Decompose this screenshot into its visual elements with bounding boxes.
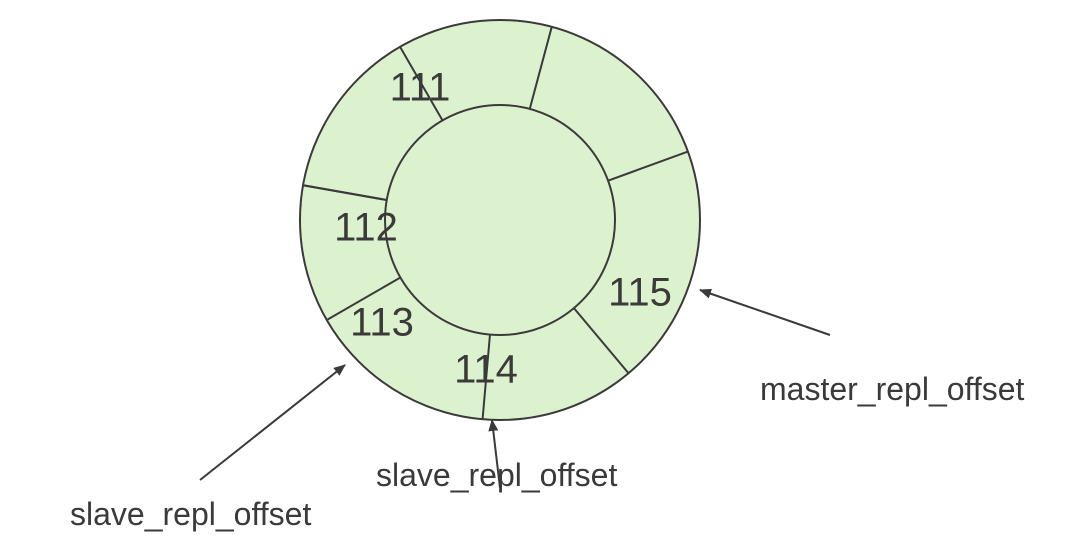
callout-slave-left-label: slave_repl_offset <box>70 496 311 532</box>
callout-slave-left-arrow <box>200 365 345 480</box>
ring-slot-label: 114 <box>454 348 518 392</box>
ring-slot-label: 112 <box>334 206 398 250</box>
callout-master-arrow <box>700 290 830 335</box>
ring-inner <box>385 105 615 335</box>
callout-master-label: master_repl_offset <box>760 371 1025 407</box>
ring-slot-label: 115 <box>608 271 672 315</box>
ring-slot-label: 111 <box>390 66 451 110</box>
ring-slot-label: 113 <box>350 301 414 345</box>
ring-buffer-diagram: 111 112 113 114 115 master_repl_offset slave_r… <box>0 0 1080 555</box>
callout-slave-bottom-label: slave_repl_offset <box>376 457 617 493</box>
